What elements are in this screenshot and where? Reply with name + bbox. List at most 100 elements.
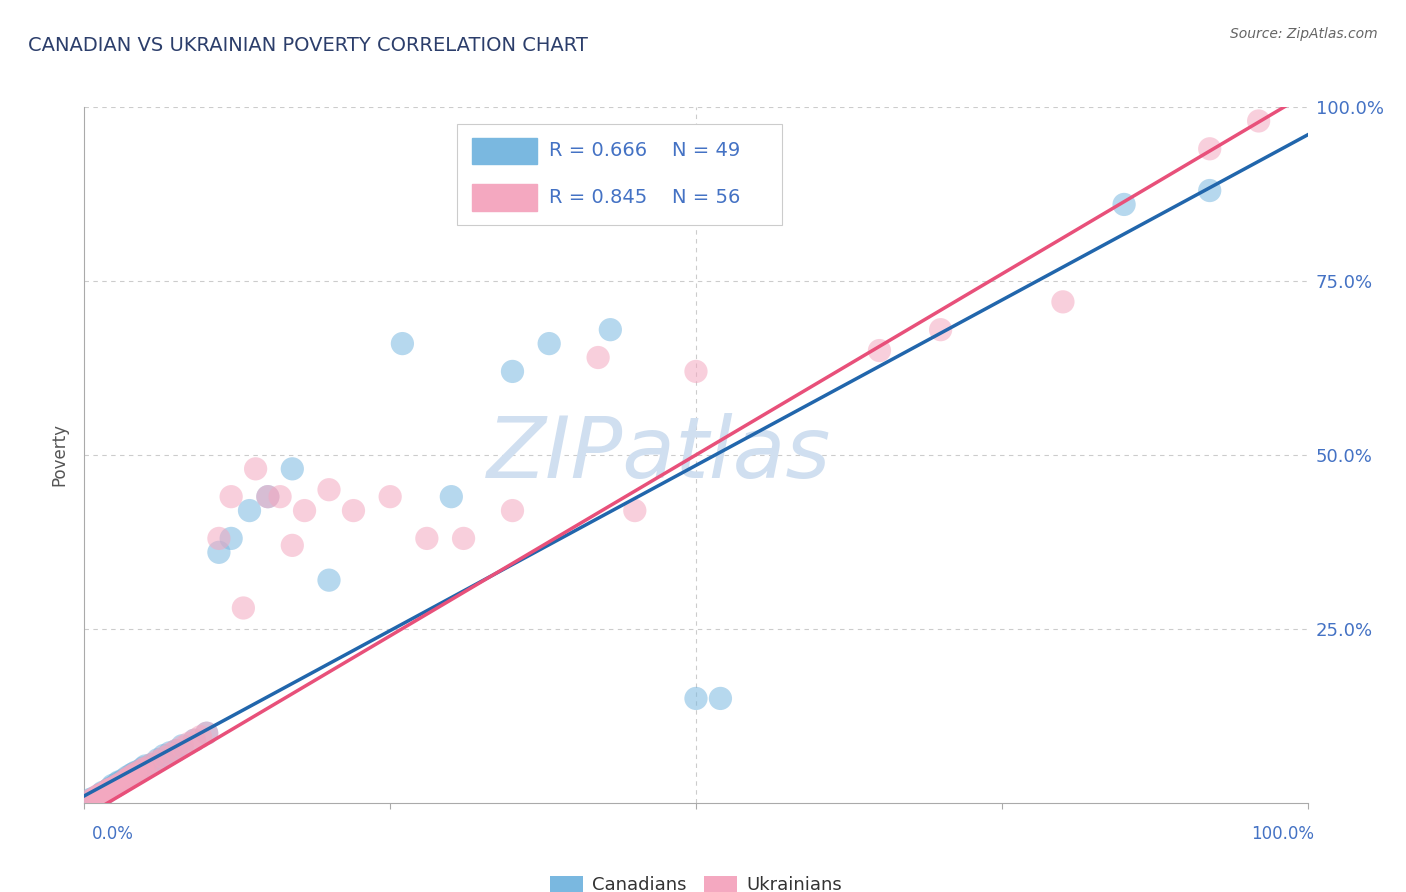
Point bbox=[391, 336, 413, 351]
Point bbox=[132, 761, 155, 775]
Point bbox=[89, 788, 111, 802]
Point bbox=[190, 730, 212, 744]
Text: R = 0.666: R = 0.666 bbox=[550, 141, 647, 161]
Point bbox=[586, 351, 609, 365]
Point bbox=[141, 757, 163, 772]
Point bbox=[232, 601, 254, 615]
Point bbox=[440, 490, 463, 504]
Point bbox=[153, 748, 176, 763]
Text: N = 49: N = 49 bbox=[672, 141, 740, 161]
FancyBboxPatch shape bbox=[472, 137, 537, 164]
Point bbox=[128, 764, 150, 779]
Point bbox=[132, 763, 155, 777]
Point bbox=[77, 794, 100, 808]
Point bbox=[453, 532, 475, 546]
Point bbox=[96, 785, 118, 799]
Point bbox=[114, 773, 136, 788]
Point bbox=[86, 789, 108, 804]
Legend: Canadians, Ukrainians: Canadians, Ukrainians bbox=[543, 869, 849, 892]
Point bbox=[257, 490, 280, 504]
Point bbox=[599, 323, 621, 337]
Point bbox=[165, 744, 187, 758]
Point bbox=[98, 781, 121, 796]
Point bbox=[208, 532, 231, 546]
Point bbox=[82, 792, 104, 806]
Text: CANADIAN VS UKRAINIAN POVERTY CORRELATION CHART: CANADIAN VS UKRAINIAN POVERTY CORRELATIO… bbox=[28, 36, 588, 54]
Point bbox=[538, 336, 561, 351]
Point bbox=[79, 792, 101, 806]
Point bbox=[146, 753, 169, 767]
Point bbox=[97, 782, 120, 797]
Text: 0.0%: 0.0% bbox=[91, 825, 134, 843]
Point bbox=[208, 545, 231, 559]
Point bbox=[294, 503, 316, 517]
Point bbox=[107, 778, 129, 792]
Point bbox=[91, 787, 114, 801]
Point bbox=[105, 779, 128, 793]
Point bbox=[94, 786, 117, 800]
Point bbox=[159, 746, 181, 760]
Point bbox=[105, 776, 128, 790]
Point bbox=[1114, 197, 1136, 211]
Point bbox=[153, 750, 176, 764]
Point bbox=[122, 768, 145, 782]
Point bbox=[281, 538, 304, 552]
Point bbox=[1198, 184, 1220, 198]
Point bbox=[502, 364, 524, 378]
Point bbox=[101, 778, 124, 792]
Point bbox=[172, 739, 194, 753]
Point bbox=[141, 757, 163, 772]
Point bbox=[685, 364, 707, 378]
Point bbox=[115, 770, 138, 784]
Point bbox=[172, 740, 194, 755]
Point bbox=[219, 532, 242, 546]
Point bbox=[1198, 142, 1220, 156]
Point bbox=[93, 786, 115, 800]
Point bbox=[195, 726, 218, 740]
Point bbox=[318, 573, 340, 587]
Point bbox=[91, 787, 114, 801]
Text: Source: ZipAtlas.com: Source: ZipAtlas.com bbox=[1230, 27, 1378, 41]
Point bbox=[269, 490, 291, 504]
Y-axis label: Poverty: Poverty bbox=[51, 424, 69, 486]
Point bbox=[125, 765, 148, 780]
Point bbox=[257, 490, 280, 504]
Point bbox=[929, 323, 952, 337]
Point bbox=[380, 490, 402, 504]
Point bbox=[83, 791, 105, 805]
Point bbox=[685, 691, 707, 706]
Point bbox=[120, 768, 142, 782]
Text: ZIPatlas: ZIPatlas bbox=[486, 413, 831, 497]
Point bbox=[118, 770, 141, 784]
Point bbox=[97, 783, 120, 797]
Point bbox=[87, 789, 110, 803]
Text: 100.0%: 100.0% bbox=[1251, 825, 1315, 843]
Point bbox=[135, 761, 157, 775]
Point bbox=[183, 733, 205, 747]
Point bbox=[110, 775, 132, 789]
Point bbox=[103, 780, 125, 795]
Point bbox=[122, 766, 145, 780]
Point bbox=[97, 783, 120, 797]
FancyBboxPatch shape bbox=[472, 185, 537, 211]
Point bbox=[159, 747, 181, 761]
Point bbox=[97, 782, 120, 797]
Point bbox=[624, 503, 647, 517]
Point bbox=[281, 462, 304, 476]
Point bbox=[86, 790, 108, 805]
Point bbox=[1247, 114, 1270, 128]
Point bbox=[238, 503, 260, 517]
Point bbox=[115, 772, 138, 786]
Point bbox=[869, 343, 891, 358]
Point bbox=[100, 780, 122, 795]
Text: N = 56: N = 56 bbox=[672, 188, 740, 207]
Point bbox=[100, 781, 122, 796]
Point bbox=[165, 744, 187, 758]
Point bbox=[107, 775, 129, 789]
Point bbox=[709, 691, 731, 706]
Point bbox=[318, 483, 340, 497]
Point bbox=[502, 503, 524, 517]
Point bbox=[96, 785, 118, 799]
Point bbox=[91, 785, 114, 799]
Point bbox=[219, 490, 242, 504]
